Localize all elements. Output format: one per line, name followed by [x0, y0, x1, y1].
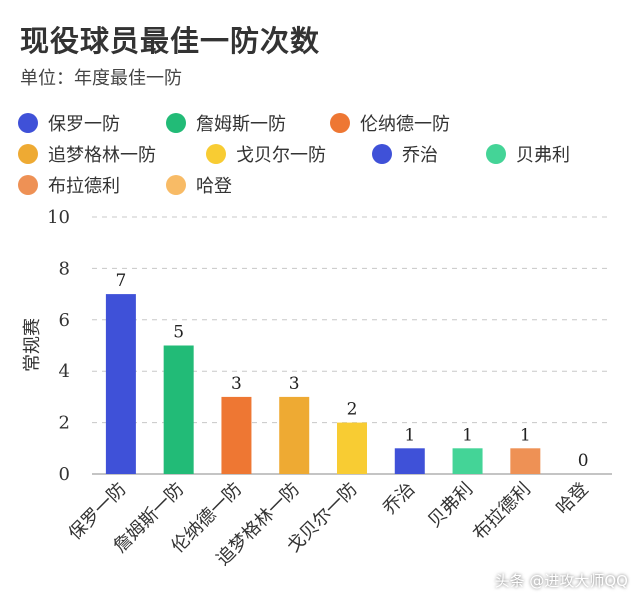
bar: [337, 422, 367, 474]
data-label: 3: [289, 374, 300, 394]
y-tick-label: 0: [59, 464, 70, 485]
legend-swatch: [166, 113, 186, 133]
legend-item[interactable]: 戈贝尔一防: [206, 141, 326, 167]
legend-item[interactable]: 布拉德利: [18, 172, 120, 198]
bar: [510, 448, 541, 474]
x-tick-label: 哈登: [552, 479, 592, 519]
bar: [221, 396, 252, 474]
legend-swatch: [206, 144, 226, 164]
bar: [163, 345, 194, 474]
legend-label: 詹姆斯一防: [196, 114, 286, 135]
y-tick-label: 4: [59, 361, 70, 382]
legend-swatch: [330, 113, 350, 133]
legend-label: 布拉德利: [48, 176, 120, 197]
y-axis-label: 常规赛: [22, 318, 43, 372]
legend-item[interactable]: 哈登: [166, 172, 232, 198]
legend-swatch: [166, 175, 186, 195]
legend-swatch: [372, 144, 392, 164]
legend-item[interactable]: 追梦格林一防: [18, 141, 156, 167]
y-tick-label: 8: [59, 258, 70, 279]
bar: [394, 448, 425, 474]
chart-title: 现役球员最佳一防次数: [20, 24, 321, 58]
legend-swatch: [18, 113, 38, 133]
data-label: 1: [404, 425, 415, 445]
legend-label: 哈登: [196, 176, 232, 197]
data-label: 0: [578, 451, 589, 471]
legend-label: 戈贝尔一防: [236, 145, 326, 166]
legend-label: 伦纳德一防: [360, 114, 450, 135]
legend-swatch: [18, 175, 38, 195]
legend-item[interactable]: 贝弗利: [486, 141, 570, 167]
chart-subtitle: 单位：年度最佳一防: [20, 68, 182, 89]
data-label: 7: [115, 271, 126, 291]
bar: [105, 294, 136, 474]
y-tick-label: 6: [59, 310, 70, 331]
data-label: 1: [520, 425, 531, 445]
legend-item[interactable]: 保罗一防: [18, 110, 120, 136]
bar: [279, 396, 310, 474]
legend-label: 贝弗利: [516, 145, 570, 166]
y-tick-label: 10: [47, 207, 70, 228]
watermark: 头条 @进攻大师QQ: [494, 572, 628, 590]
x-tick-label: 乔治: [379, 479, 419, 519]
y-tick-label: 2: [59, 413, 70, 434]
data-label: 3: [231, 374, 242, 394]
bar: [452, 448, 483, 474]
legend-label: 乔治: [402, 145, 438, 166]
legend-swatch: [18, 144, 38, 164]
legend-item[interactable]: 詹姆斯一防: [166, 110, 286, 136]
data-label: 1: [462, 425, 473, 445]
legend-item[interactable]: 伦纳德一防: [330, 110, 450, 136]
x-tick-label: 布拉德利: [469, 479, 535, 545]
x-tick-label: 贝弗利: [424, 479, 477, 532]
legend-label: 追梦格林一防: [48, 145, 156, 166]
legend-item[interactable]: 乔治: [372, 141, 438, 167]
legend-label: 保罗一防: [48, 114, 120, 135]
data-label: 2: [347, 400, 358, 420]
data-label: 5: [173, 323, 184, 343]
legend-swatch: [486, 144, 506, 164]
